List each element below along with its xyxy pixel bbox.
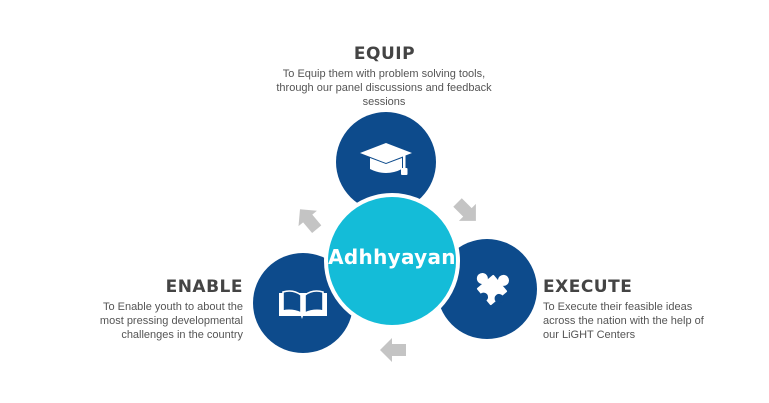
execute-title: EXECUTE bbox=[543, 277, 633, 297]
equip-desc-line: sessions bbox=[362, 96, 406, 108]
enable-desc-line: most pressing developmental bbox=[99, 315, 243, 327]
arrow-enable-to-equip bbox=[298, 209, 322, 234]
execute-desc-line: To Execute their feasible ideas bbox=[543, 301, 693, 313]
center-label: Adhhyayan bbox=[328, 245, 456, 269]
execute-desc-line: across the nation with the help of bbox=[543, 315, 704, 327]
enable-desc-line: To Enable youth to about the bbox=[102, 301, 243, 313]
arrow-execute-to-enable bbox=[380, 338, 406, 362]
arrow-equip-to-execute bbox=[453, 198, 476, 221]
center-circle bbox=[324, 193, 460, 329]
equip-title: EQUIP bbox=[353, 44, 416, 64]
execute-description: To Execute their feasible ideas across t… bbox=[543, 300, 743, 342]
execute-desc-line: our LiGHT Centers bbox=[543, 329, 636, 341]
puzzle-piece-icon bbox=[476, 273, 509, 306]
equip-description: To Equip them with problem solving tools… bbox=[234, 67, 534, 109]
enable-description: To Enable youth to about the most pressi… bbox=[53, 300, 243, 342]
enable-title: ENABLE bbox=[165, 277, 243, 297]
equip-desc-line: To Equip them with problem solving tools… bbox=[282, 68, 486, 80]
equip-desc-line: through our panel discussions and feedba… bbox=[276, 82, 492, 94]
enable-desc-line: challenges in the country bbox=[121, 329, 243, 341]
graduation-cap-icon bbox=[360, 143, 412, 175]
open-book-icon bbox=[279, 290, 327, 319]
